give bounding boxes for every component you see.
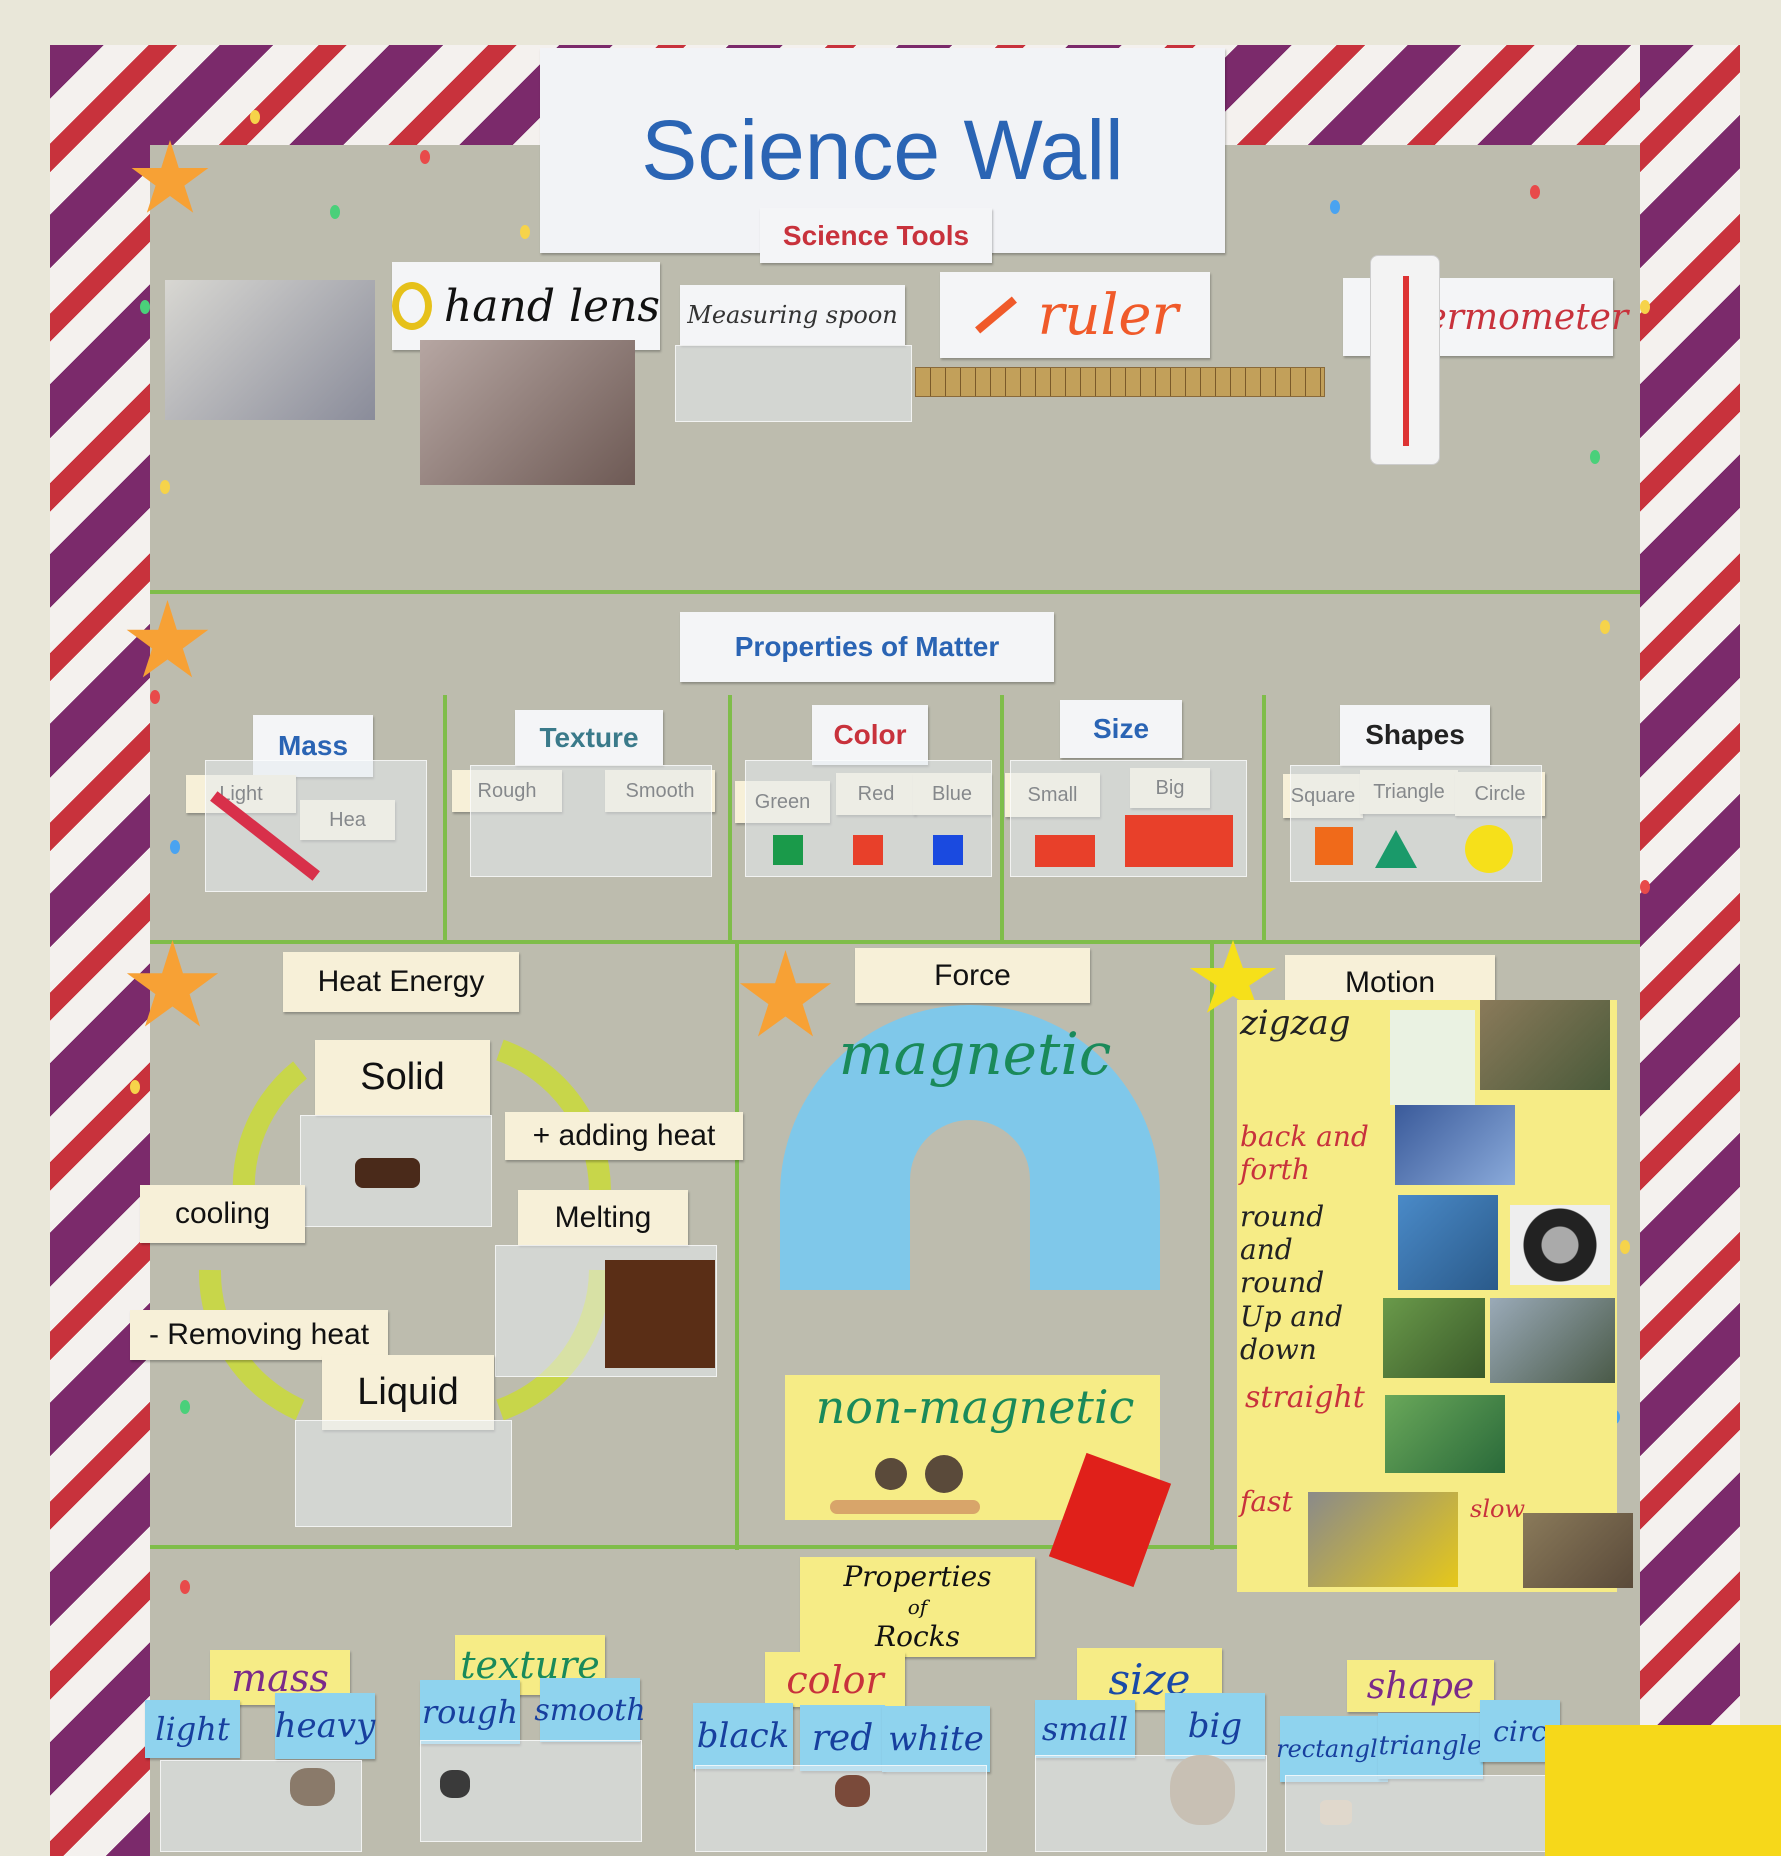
orange-square xyxy=(1315,827,1353,865)
divider-matter xyxy=(150,940,1640,944)
yellow-circle xyxy=(1465,825,1513,873)
texture-bag xyxy=(470,765,712,877)
craft-stick xyxy=(830,1500,980,1514)
divider-matter-1 xyxy=(443,695,447,940)
ruler-card: ruler xyxy=(940,272,1210,358)
rocks-heading-line3: Rocks xyxy=(875,1620,960,1653)
rock-2 xyxy=(440,1770,470,1798)
pencil-icon xyxy=(974,296,1017,334)
motion-back-forth: back and forth xyxy=(1240,1120,1369,1186)
blue-cube xyxy=(933,835,963,865)
melting-label: Melting xyxy=(518,1190,688,1245)
chocolate-melted xyxy=(605,1260,715,1368)
seesaw-photo xyxy=(1383,1298,1485,1378)
rocks-triangle: triangle xyxy=(1378,1713,1483,1779)
ferris-wheel-photo xyxy=(1398,1195,1498,1290)
rocks-circle: circ xyxy=(1480,1700,1560,1762)
motion-fast: fast xyxy=(1240,1485,1293,1518)
divider-force-motion xyxy=(1210,940,1214,1550)
hand-lens-label: hand lens xyxy=(443,280,660,332)
rock-5 xyxy=(1320,1800,1352,1825)
cooling-label: cooling xyxy=(140,1185,305,1243)
motion-round: round and round xyxy=(1240,1200,1325,1299)
rocks-color: color xyxy=(765,1652,905,1707)
magnifier-icon xyxy=(392,282,432,330)
divider-matter-4 xyxy=(1262,695,1266,940)
rock-3 xyxy=(835,1775,870,1807)
removing-heat-label: - Removing heat xyxy=(130,1310,388,1360)
liquid-bag xyxy=(295,1420,512,1527)
rocks-red: red xyxy=(800,1705,885,1771)
hand-lens-card: hand lens xyxy=(392,262,660,350)
yellow-shelf xyxy=(1545,1725,1781,1856)
hand-lens-photo xyxy=(420,340,635,485)
measuring-spoon-card: Measuring spoon xyxy=(680,285,905,345)
thermometer-image xyxy=(1370,255,1440,465)
rocks-heading-line1: Properties xyxy=(843,1560,992,1593)
texture-label: Texture xyxy=(515,710,663,765)
divider-heat-force xyxy=(735,940,739,1550)
adding-heat-label: + adding heat xyxy=(505,1112,743,1160)
track-photo xyxy=(1395,1105,1515,1185)
turtle-photo xyxy=(1523,1513,1633,1588)
coin-1 xyxy=(875,1458,907,1490)
liquid-label: Liquid xyxy=(322,1355,494,1430)
rock-1 xyxy=(290,1768,335,1806)
force-heading: Force xyxy=(855,948,1090,1003)
divider-matter-3 xyxy=(1000,695,1004,940)
divider-middle xyxy=(150,1545,1240,1549)
motion-straight: straight xyxy=(1245,1380,1365,1415)
red-cube xyxy=(853,835,883,865)
rocks-big: big xyxy=(1165,1693,1265,1759)
rocks-black: black xyxy=(693,1703,793,1769)
motion-slow: slow xyxy=(1470,1495,1525,1523)
page-title: Science Wall xyxy=(641,103,1124,197)
golf-photo xyxy=(1385,1395,1505,1473)
rocks-shape: shape xyxy=(1347,1660,1494,1712)
rocks-small: small xyxy=(1035,1700,1135,1758)
rock-bag-texture xyxy=(420,1740,642,1842)
tree-photo xyxy=(1390,1010,1475,1105)
rocks-rough: rough xyxy=(420,1680,520,1744)
rocks-smooth: smooth xyxy=(534,1678,646,1742)
rocks-rectangle: rectangle xyxy=(1276,1716,1392,1782)
measuring-spoon-label: Measuring spoon xyxy=(687,301,898,329)
rocks-white: white xyxy=(882,1706,990,1772)
small-block xyxy=(1035,835,1095,867)
solid-bag xyxy=(300,1115,492,1227)
rocks-heavy: heavy xyxy=(275,1693,375,1759)
big-block xyxy=(1125,815,1233,867)
tool-photo-1 xyxy=(165,280,375,420)
magnet-shape xyxy=(780,1005,1160,1290)
divider-matter-2 xyxy=(728,695,732,940)
race-car-photo xyxy=(1308,1492,1458,1587)
rocks-heading-line2: of xyxy=(907,1595,928,1619)
green-cube xyxy=(773,835,803,865)
rocks-light: light xyxy=(145,1700,240,1758)
size-label: Size xyxy=(1060,700,1182,758)
coin-2 xyxy=(925,1455,963,1493)
measuring-spoon-bag xyxy=(675,345,912,422)
photo-border-left xyxy=(50,45,150,1856)
swing-photo xyxy=(1490,1298,1615,1383)
rocks-heading: Properties of Rocks xyxy=(800,1557,1035,1657)
photo-border-right xyxy=(1640,45,1740,1856)
rock-4 xyxy=(1170,1755,1235,1825)
solid-label: Solid xyxy=(315,1040,490,1115)
ruler-label: ruler xyxy=(1037,282,1179,348)
magnetic-label: magnetic xyxy=(838,1020,1112,1088)
ruler-image xyxy=(915,367,1325,397)
motion-up-down: Up and down xyxy=(1240,1300,1344,1366)
color-label: Color xyxy=(812,705,928,765)
road-photo xyxy=(1480,1000,1610,1090)
chocolate-solid xyxy=(355,1158,420,1188)
motion-zigzag: zigzag xyxy=(1240,1003,1351,1043)
heat-heading: Heat Energy xyxy=(283,952,519,1012)
divider-tools xyxy=(150,590,1640,594)
tire-photo xyxy=(1510,1205,1610,1285)
non-magnetic-label: non-magnetic xyxy=(815,1380,1135,1434)
shapes-label: Shapes xyxy=(1340,705,1490,765)
tools-heading: Science Tools xyxy=(760,208,992,263)
matter-heading: Properties of Matter xyxy=(680,612,1054,682)
